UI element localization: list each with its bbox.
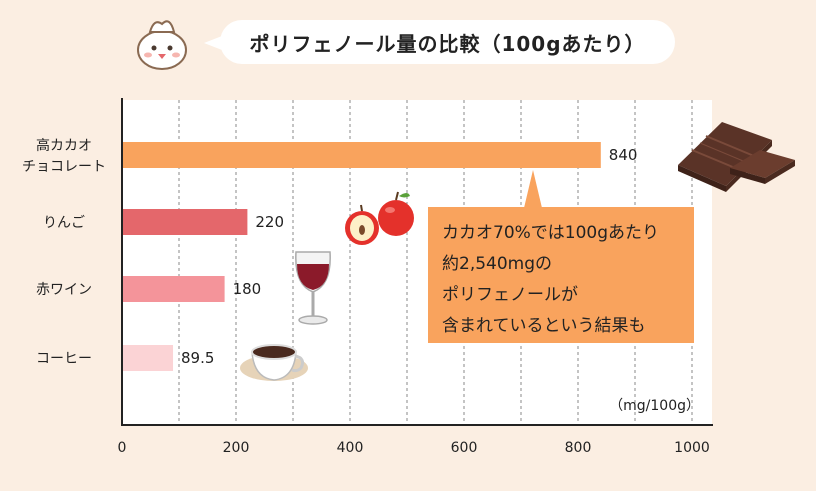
data-label: 180 [233, 280, 262, 298]
callout-line-4: 含まれているという結果も [442, 316, 646, 336]
data-label: 220 [255, 213, 284, 231]
title-bubble-tail [204, 36, 222, 50]
category-label: 赤ワイン [36, 282, 92, 298]
category-label: 高カカオ [36, 137, 92, 154]
x-tick-label: 600 [451, 440, 478, 456]
x-tick-label: 200 [223, 440, 250, 456]
unit-label: （mg/100g） [609, 398, 700, 414]
category-label: りんご [43, 215, 85, 231]
wine-glass-icon [295, 251, 331, 325]
callout-line-3: ポリフェノールが [442, 285, 578, 305]
data-label: 840 [609, 146, 638, 164]
callout-pointer [524, 170, 542, 208]
apple-icon [345, 191, 414, 245]
category-label: チョコレート [22, 159, 106, 175]
data-label: 89.5 [181, 349, 214, 367]
x-tick-label: 800 [565, 440, 592, 456]
coffee-cup-icon [240, 344, 308, 381]
x-tick-label: 0 [118, 440, 127, 456]
callout-box: カカオ70%では100gあたり 約2,540mgの ポリフェノールが 含まれてい… [428, 207, 694, 343]
bar [123, 345, 174, 371]
x-tick-label: 1000 [674, 440, 710, 456]
chocolate-icon [678, 122, 795, 192]
callout-line-1: カカオ70%では100gあたり [442, 223, 660, 243]
bar [123, 276, 225, 302]
bar [123, 142, 601, 168]
bar [123, 209, 248, 235]
chart-title: ポリフェノール量の比較（100gあたり） [220, 20, 675, 64]
x-tick-label: 400 [337, 440, 364, 456]
mascot-chick-icon [137, 20, 187, 70]
callout-line-2: 約2,540mgの [442, 254, 553, 274]
chart-title-text: ポリフェノール量の比較（100gあたり） [249, 31, 646, 56]
category-label: コーヒー [36, 351, 92, 367]
